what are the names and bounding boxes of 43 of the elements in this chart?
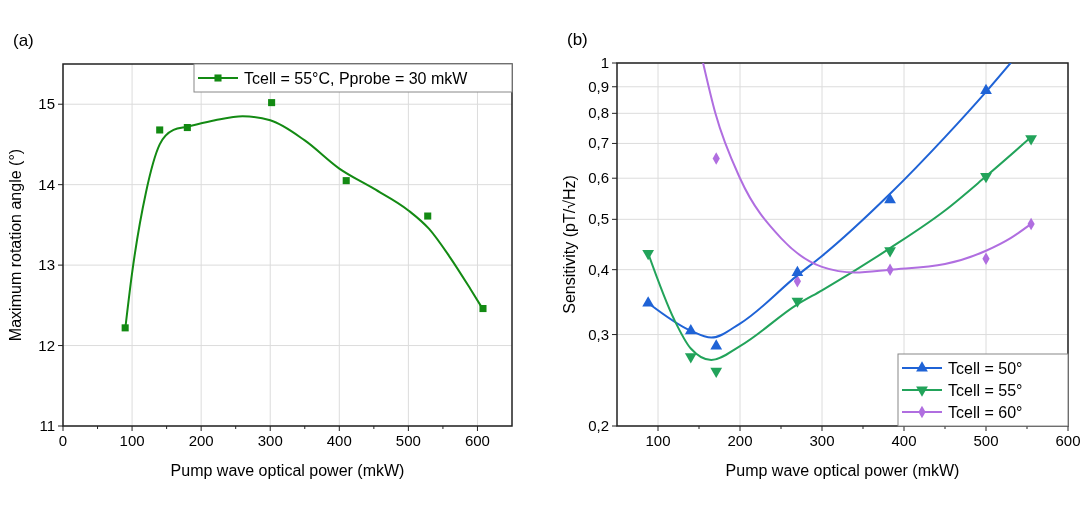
y-tick-label: 0,2 <box>588 417 609 434</box>
x-tick-label: 100 <box>119 432 145 449</box>
point <box>342 177 350 185</box>
legend-label: Tcell = 55° <box>948 382 1023 399</box>
legend-label: Tcell = 50° <box>948 360 1023 377</box>
y-tick-label: 13 <box>38 256 55 274</box>
x-tick-label: 300 <box>809 432 835 449</box>
y-tick-label: 12 <box>38 336 55 354</box>
x-tick-label: 0 <box>58 432 68 449</box>
y-axis-title: Maximum rotation angle (°) <box>7 148 24 342</box>
point <box>710 339 723 350</box>
y-tick-label: 1 <box>600 54 609 71</box>
point <box>424 212 432 220</box>
y-axis-title: Sensitivity (pT/√Hz) <box>561 175 578 314</box>
point <box>268 99 276 107</box>
x-tick-label: 200 <box>727 432 753 449</box>
x-axis-title: Pump wave optical power (mkW) <box>170 462 405 479</box>
y-tick-label: 0,9 <box>588 77 609 95</box>
x-tick-label: 600 <box>1055 432 1081 449</box>
y-tick-label: 11 <box>39 417 55 434</box>
chart-title: (b) <box>567 30 588 49</box>
y-tick-label: 0,7 <box>588 134 609 152</box>
x-tick-label: 300 <box>257 432 283 449</box>
x-tick-label: 100 <box>645 432 671 449</box>
x-tick-label: 200 <box>188 432 214 449</box>
x-tick-label: 400 <box>891 432 917 449</box>
y-tick-label: 0,8 <box>588 104 609 122</box>
x-axis-title: Pump wave optical power (mkW) <box>725 462 960 479</box>
point <box>156 126 164 134</box>
x-tick-label: 500 <box>395 432 421 449</box>
x-tick-label: 500 <box>973 432 999 449</box>
y-tick-label: 0,4 <box>588 260 609 278</box>
y-tick-label: 0,3 <box>588 325 609 343</box>
y-tick-label: 14 <box>38 175 55 193</box>
x-tick-label: 400 <box>326 432 352 449</box>
y-tick-label: 0,5 <box>588 210 609 228</box>
y-tick-label: 0,6 <box>588 169 609 187</box>
legend-label: Tcell = 55°C, Pprobe = 30 mkW <box>244 70 469 87</box>
chart-title: (a) <box>13 31 34 50</box>
point <box>710 367 723 378</box>
y-tick-label: 15 <box>38 95 55 113</box>
x-tick-label: 600 <box>464 432 490 449</box>
legend-label: Tcell = 60° <box>948 404 1023 421</box>
